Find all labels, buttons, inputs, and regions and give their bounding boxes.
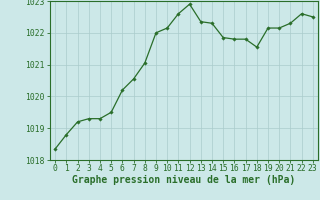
X-axis label: Graphe pression niveau de la mer (hPa): Graphe pression niveau de la mer (hPa) <box>72 175 296 185</box>
